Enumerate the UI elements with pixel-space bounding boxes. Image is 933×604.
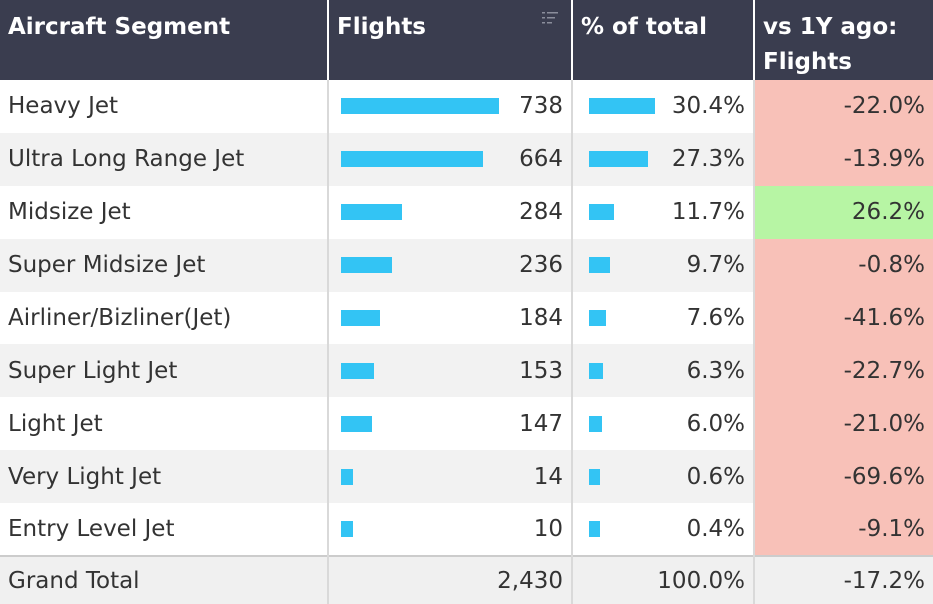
vs-1y-cell: -41.6% [754,291,933,345]
grand-total-row: Grand Total 2,430 100.0% -17.2% [0,555,933,604]
vs-1y-cell: -22.7% [754,344,933,398]
flights-cell: 738 [328,80,573,133]
header-vs-1y-ago-line1: vs 1Y ago: [763,14,898,40]
table-row[interactable]: Heavy Jet 738 30.4% -22.0% [0,80,933,133]
table-row[interactable]: Entry Level Jet 10 0.4% -9.1% [0,503,933,556]
flights-value: 14 [533,463,563,490]
pct-cell: 6.3% [572,344,755,398]
segment-cell: Light Jet [0,397,329,451]
pct-bar [589,204,614,221]
pct-value: 27.3% [671,146,745,173]
table-row[interactable]: Ultra Long Range Jet 664 27.3% -13.9% [0,132,933,186]
grand-total-label: Grand Total [0,555,329,604]
segment-cell: Super Light Jet [0,344,329,398]
pct-bar [589,415,602,432]
segment-cell: Ultra Long Range Jet [0,132,329,186]
flights-cell: 10 [328,503,573,556]
flights-bar [341,521,353,537]
table-row[interactable]: Super Midsize Jet 236 9.7% -0.8% [0,238,933,292]
pct-cell: 0.6% [572,450,755,503]
flights-bar [341,98,499,115]
header-row: Aircraft Segment Flights % of total vs 1… [0,0,933,80]
flights-cell: 236 [328,238,573,292]
pct-bar [589,468,600,485]
flights-cell: 664 [328,132,573,186]
segment-cell: Airliner/Bizliner(Jet) [0,291,329,345]
flights-cell: 147 [328,397,573,451]
pct-value: 6.3% [686,357,745,384]
flights-cell: 284 [328,185,573,239]
pct-value: 30.4% [671,93,745,120]
flights-cell: 14 [328,450,573,503]
sort-descending-icon[interactable] [541,10,559,28]
table-row[interactable]: Midsize Jet 284 11.7% 26.2% [0,185,933,239]
flights-value: 184 [519,304,563,331]
segment-cell: Very Light Jet [0,450,329,503]
pct-bar [589,257,610,274]
flights-bar [341,309,380,326]
pct-value: 6.0% [686,410,745,437]
pct-cell: 6.0% [572,397,755,451]
pct-cell: 7.6% [572,291,755,345]
flights-cell: 184 [328,291,573,345]
pct-cell: 27.3% [572,132,755,186]
pct-value: 9.7% [686,252,745,279]
table-row[interactable]: Airliner/Bizliner(Jet) 184 7.6% -41.6% [0,291,933,345]
vs-1y-cell: 26.2% [754,185,933,239]
pct-cell: 11.7% [572,185,755,239]
header-flights[interactable]: Flights [328,0,573,80]
flights-bar [341,362,374,379]
header-vs-1y-ago[interactable]: vs 1Y ago: Flights [754,0,933,80]
segment-cell: Entry Level Jet [0,503,329,556]
flights-value: 147 [519,410,563,437]
pct-bar [589,98,655,115]
flights-value: 284 [519,199,563,226]
flights-bar [341,468,353,485]
grand-total-flights: 2,430 [328,555,573,604]
segment-cell: Midsize Jet [0,185,329,239]
pct-bar [589,521,600,537]
vs-1y-cell: -22.0% [754,80,933,133]
grand-total-vs-1y: -17.2% [754,555,933,604]
flights-bar [341,151,483,168]
flights-value: 153 [519,357,563,384]
header-flights-label: Flights [337,14,427,40]
header-aircraft-segment[interactable]: Aircraft Segment [0,0,329,80]
header-aircraft-segment-label: Aircraft Segment [8,14,231,40]
segment-cell: Heavy Jet [0,80,329,133]
pct-value: 7.6% [686,304,745,331]
grand-total-pct: 100.0% [572,555,755,604]
header-pct-of-total[interactable]: % of total [572,0,755,80]
header-vs-1y-ago-line2: Flights [763,49,853,75]
table-row[interactable]: Very Light Jet 14 0.6% -69.6% [0,450,933,503]
pct-bar [589,309,606,326]
flights-value: 664 [519,146,563,173]
pct-value: 0.6% [686,463,745,490]
flights-cell: 153 [328,344,573,398]
vs-1y-cell: -69.6% [754,450,933,503]
pct-bar [589,362,603,379]
pct-cell: 9.7% [572,238,755,292]
pct-value: 11.7% [671,199,745,226]
vs-1y-cell: -0.8% [754,238,933,292]
table-row[interactable]: Super Light Jet 153 6.3% -22.7% [0,344,933,398]
header-pct-of-total-label: % of total [581,14,708,40]
pct-cell: 0.4% [572,503,755,556]
segment-cell: Super Midsize Jet [0,238,329,292]
vs-1y-cell: -13.9% [754,132,933,186]
flights-value: 738 [519,93,563,120]
vs-1y-cell: -21.0% [754,397,933,451]
flights-bar [341,415,372,432]
vs-1y-cell: -9.1% [754,503,933,556]
flights-value: 236 [519,252,563,279]
flights-value: 10 [533,516,563,542]
pct-cell: 30.4% [572,80,755,133]
flights-bar [341,257,392,274]
pct-bar [589,151,648,168]
pct-value: 0.4% [686,516,745,542]
table-row[interactable]: Light Jet 147 6.0% -21.0% [0,397,933,451]
flights-bar [341,204,402,221]
